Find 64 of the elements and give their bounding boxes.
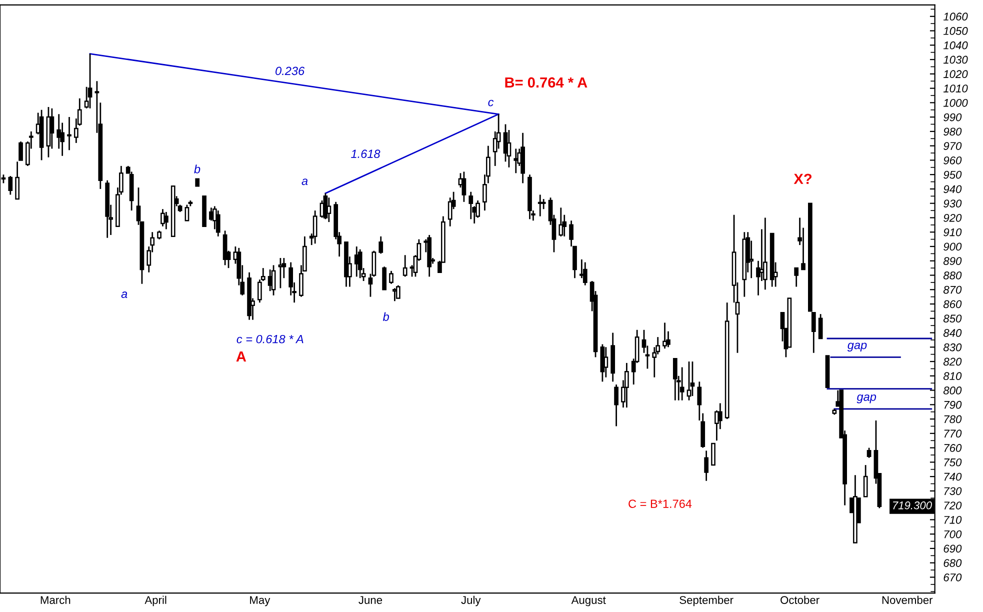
x-tick-label: May: [250, 596, 270, 606]
y-tick-label: 800: [943, 386, 962, 394]
y-tick-label: 920: [944, 214, 962, 222]
y-tick-label: 770: [944, 430, 962, 438]
y-tick-label: 670: [944, 573, 962, 582]
x-tick-label: March: [40, 596, 70, 604]
x-tick-label: August: [571, 596, 606, 606]
annotation: gap: [847, 342, 867, 352]
y-tick-label: 1000: [943, 98, 968, 107]
y-tick-label: 780: [944, 415, 962, 424]
y-tick-label: 700: [944, 530, 962, 538]
annotation: 719.300: [893, 501, 932, 510]
y-tick-label: 730: [944, 487, 962, 496]
annotation: X?: [794, 174, 812, 184]
y-tick-label: 1060: [943, 12, 968, 21]
y-tick-label: 860: [943, 300, 962, 308]
y-tick-label: 850: [943, 314, 962, 323]
annotation: c = 0.618 * A: [236, 334, 304, 344]
y-tick-label: 790: [944, 400, 962, 409]
y-tick-label: 930: [944, 200, 962, 208]
y-tick-label: 910: [944, 228, 962, 236]
y-tick-label: 1030: [943, 56, 968, 64]
y-tick-label: 890: [943, 257, 962, 265]
y-tick-label: 980: [944, 128, 962, 136]
y-tick-label: 840: [943, 329, 962, 337]
annotation: A: [236, 352, 246, 362]
y-tick-label: 880: [943, 272, 962, 280]
annotation: B= 0.764 * A: [505, 77, 588, 88]
y-tick-label: 1020: [943, 70, 968, 78]
x-tick-label: April: [144, 596, 166, 606]
y-tick-label: 1010: [943, 84, 968, 92]
y-tick-label: 900: [944, 242, 962, 251]
x-tick-label: November: [882, 596, 933, 604]
y-tick-label: 720: [944, 502, 962, 510]
y-tick-label: 760: [944, 444, 962, 452]
x-tick-label: June: [358, 596, 382, 604]
y-tick-label: 990: [944, 113, 962, 122]
y-tick-label: 750: [944, 458, 962, 466]
y-tick-label: 950: [944, 170, 962, 179]
annotation: 0.236: [276, 66, 305, 76]
y-tick-label: 870: [943, 286, 962, 294]
annotation: C = B*1.764: [628, 500, 692, 508]
y-tick-label: 680: [944, 559, 962, 567]
y-tick-label: 960: [944, 156, 962, 164]
y-tick-label: 710: [944, 516, 962, 524]
annotation: c: [488, 100, 494, 106]
y-tick-label: 820: [943, 358, 962, 366]
y-tick-label: 940: [944, 185, 962, 194]
annotation: b: [382, 312, 390, 321]
annotation: gap: [856, 394, 876, 404]
y-tick-label: 690: [944, 544, 962, 553]
x-tick-label: July: [461, 596, 481, 606]
x-tick-label: September: [680, 596, 734, 606]
y-tick-label: 740: [944, 472, 962, 481]
annotation: 1.618: [351, 150, 380, 158]
y-tick-label: 810: [943, 372, 962, 380]
annotation: a: [121, 292, 128, 298]
y-tick-label: 1040: [943, 41, 968, 50]
annotation: a: [302, 178, 308, 186]
y-tick-label: 1050: [943, 27, 968, 35]
annotation: b: [194, 164, 200, 174]
y-tick-label: 970: [944, 142, 962, 150]
x-tick-label: October: [780, 596, 820, 604]
y-tick-label: 830: [943, 343, 962, 352]
